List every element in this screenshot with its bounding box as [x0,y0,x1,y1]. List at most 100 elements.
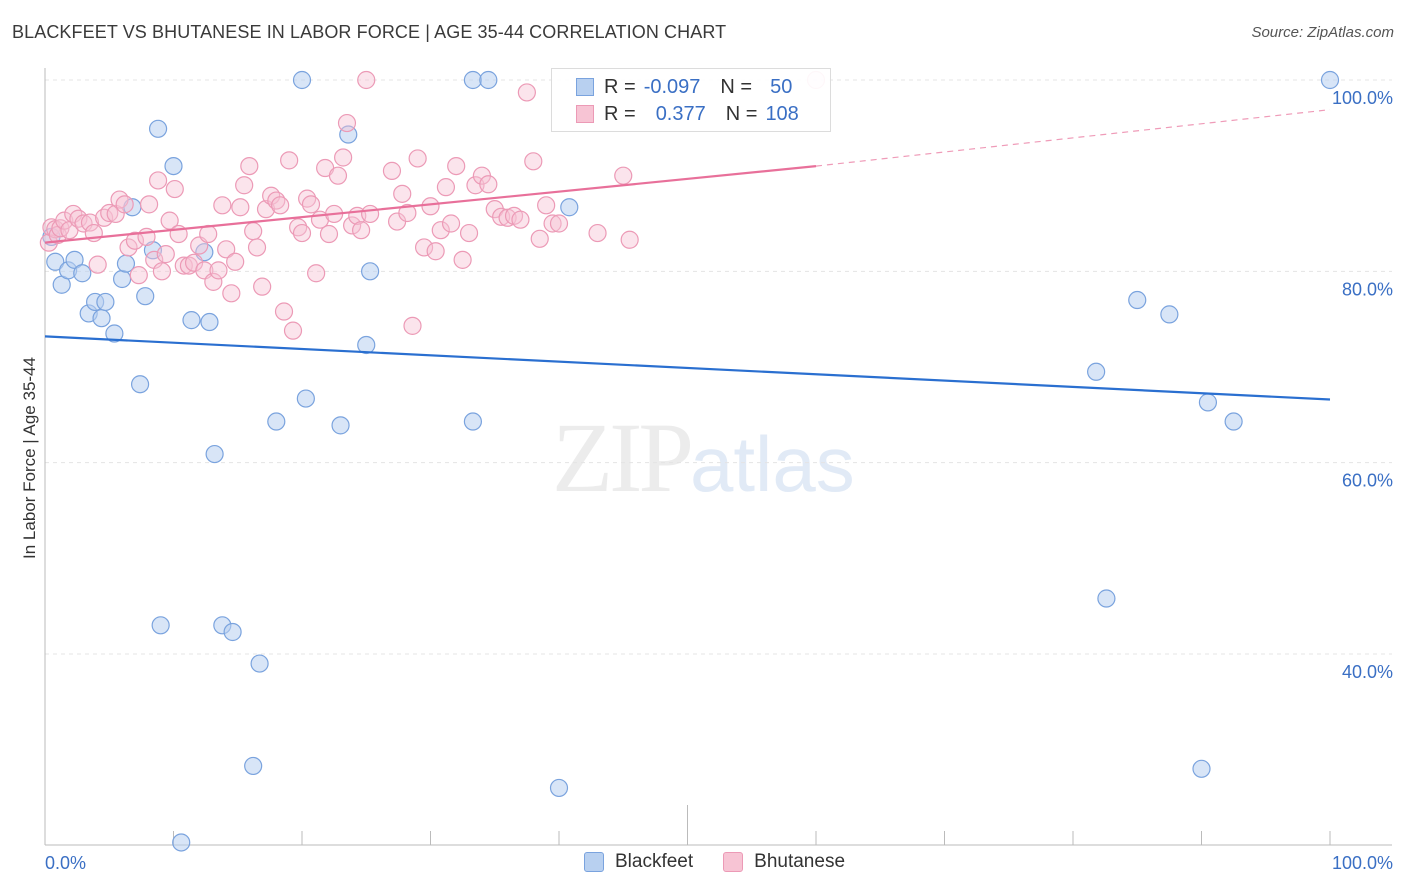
blackfeet-point [96,292,115,312]
bhutanese-point [441,214,461,233]
axes [44,68,1392,846]
bhutanese-point [588,223,607,243]
bhutanese-point [244,222,263,241]
source-label: Source: ZipAtlas.com [1251,24,1394,41]
bhutanese-point [492,207,511,226]
blackfeet-points [42,70,1340,852]
n-label: N = [725,102,758,125]
watermark-zip: ZIP [552,402,694,513]
bhutanese-point [213,196,232,215]
blackfeet-point [357,335,376,355]
bhutanese-point [431,221,450,240]
bhutanese-point [543,214,562,233]
bhutanese-point [283,321,303,340]
legend-item-blackfeet[interactable]: Blackfeet [584,851,693,873]
blackfeet-point [549,778,569,798]
bhutanese-point [139,195,159,214]
bhutanese-point [511,210,530,229]
bhutanese-point [352,221,371,240]
bhutanese-points [39,70,826,340]
bhutanese-point [226,252,245,271]
blackfeet-point [1192,759,1211,778]
blackfeet-point [267,412,286,431]
blackfeet-point [223,622,242,642]
bhutanese-point [343,216,362,235]
blackfeet-label: Blackfeet [615,851,694,872]
r-value: 0.377 [655,102,706,125]
bhutanese-point [319,224,339,244]
n-label: N = [720,75,753,98]
blackfeet-point [339,125,358,144]
bhutanese-point [620,230,639,249]
correlation-legend: R = -0.097 N = 50 R = 0.377 N = 108 [551,68,831,132]
bhutanese-swatch [576,105,594,123]
bhutanese-point [337,113,357,133]
bhutanese-point [125,231,145,250]
bhutanese-point [426,242,445,261]
bhutanese-label: Bhutanese [754,851,846,872]
bhutanese-point [55,211,74,230]
bhutanese-point [222,284,241,303]
blackfeet-point [73,264,92,283]
bhutanese-point [530,229,549,248]
n-value: 50 [770,75,793,98]
blackfeet-point [200,312,219,332]
bhutanese-point [453,250,472,269]
bhutanese-point [357,70,376,90]
y-tick-label: 60.0% [1342,471,1393,491]
blackfeet-swatch [584,852,604,872]
blackfeet-point [1097,589,1116,608]
bhutanese-point [119,238,138,257]
y-tick-label: 100.0% [1332,88,1393,108]
bhutanese-point [466,176,485,195]
y-tick-label: 80.0% [1342,279,1393,299]
blackfeet-point [296,389,315,408]
blackfeet-point [292,70,312,90]
blackfeet-point [250,654,269,673]
bhutanese-point [204,272,223,291]
bhutanese-point [403,316,422,335]
bhutanese-point [447,157,466,176]
blackfeet-point [105,324,124,343]
r-value: -0.097 [643,75,701,98]
legend-row-bhutanese: R = 0.377 N = 108 [576,101,799,127]
blackfeet-point [479,70,498,90]
bhutanese-point [156,245,175,264]
blackfeet-point [463,412,483,431]
blackfeet-point [205,444,224,464]
blackfeet-swatch [576,78,594,96]
bhutanese-point [393,184,412,203]
bhutanese-point [274,302,294,321]
bhutanese-point [361,204,380,224]
y-axis-title: In Labor Force | Age 35-44 [20,357,39,559]
bhutanese-point [152,262,172,281]
blackfeet-point [331,416,350,435]
bhutanese-point [459,223,479,243]
bhutanese-point [479,175,498,194]
bhutanese-point [398,203,417,223]
blackfeet-point [1224,412,1243,431]
bhutanese-point [217,240,236,259]
bhutanese-point [247,238,267,257]
blackfeet-trendline [44,335,1331,401]
n-value: 108 [765,102,799,125]
legend-item-bhutanese[interactable]: Bhutanese [723,851,845,873]
bhutanese-point [436,178,456,197]
blackfeet-point [1198,393,1218,412]
bhutanese-point [421,197,440,216]
bhutanese-point [231,198,250,217]
blackfeet-point [148,119,168,138]
bhutanese-point [100,203,119,223]
bhutanese-point [549,214,569,233]
bhutanese-point [382,161,402,180]
bhutanese-swatch [723,852,744,872]
bhutanese-point [328,166,348,185]
blackfeet-point [1320,70,1340,90]
bhutanese-trendline [44,165,817,244]
blackfeet-point [463,70,483,90]
blackfeet-point [112,269,132,289]
bhutanese-point [184,253,204,272]
blackfeet-point [244,756,263,776]
blackfeet-point [92,309,111,328]
